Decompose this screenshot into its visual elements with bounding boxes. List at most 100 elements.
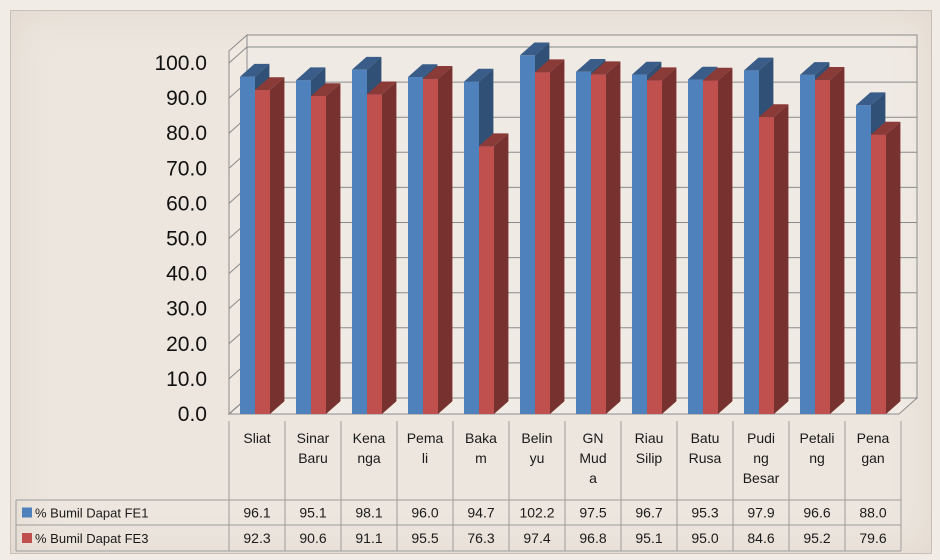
legend-label: % Bumil Dapat FE3 bbox=[35, 531, 148, 546]
bar-top bbox=[871, 121, 901, 135]
bar-top bbox=[688, 66, 718, 80]
bar-front bbox=[423, 78, 438, 415]
bar-top bbox=[856, 92, 886, 106]
bar-fe3 bbox=[311, 83, 341, 414]
bar-front bbox=[240, 76, 255, 415]
bar-side bbox=[326, 83, 341, 414]
data-cell: 102.2 bbox=[519, 505, 554, 521]
bar-top bbox=[800, 62, 830, 75]
bar-front bbox=[535, 72, 550, 414]
data-cell: 92.3 bbox=[243, 530, 270, 546]
category-label: Kena nga bbox=[353, 430, 386, 466]
category-label: Pena gan bbox=[857, 430, 890, 466]
data-table: Sliat Sinar Baru Kena nga Pema li Baka m Belin yu G… bbox=[15, 421, 902, 552]
bar-front bbox=[311, 95, 326, 414]
bar-top bbox=[632, 61, 662, 75]
bar-top bbox=[759, 104, 789, 118]
data-cell: 96.7 bbox=[635, 505, 662, 521]
data-cell: 96.1 bbox=[243, 505, 270, 521]
y-tick-label: 30.0 bbox=[166, 298, 207, 321]
bar-top bbox=[367, 81, 397, 95]
legend-label: % Bumil Dapat FE1 bbox=[35, 506, 148, 521]
legend-swatch bbox=[22, 533, 32, 543]
bar-front bbox=[576, 71, 591, 415]
bar-front bbox=[479, 146, 494, 414]
chart-frame: 0.0 10.0 20.0 30.0 40.0 50.0 60.0 70.0 80.0 90.0 1… bbox=[10, 10, 932, 554]
bar-front bbox=[647, 80, 662, 414]
y-tick-label: 70.0 bbox=[166, 157, 207, 180]
y-tick-label: 40.0 bbox=[166, 263, 207, 286]
legend-swatch bbox=[22, 507, 32, 518]
bar-top bbox=[520, 42, 550, 56]
bar-side bbox=[886, 121, 901, 414]
bar-side bbox=[438, 65, 453, 414]
bar-side bbox=[270, 77, 285, 415]
bar-top bbox=[408, 64, 438, 78]
y-tick-label: 50.0 bbox=[166, 228, 207, 251]
bar-front bbox=[520, 55, 535, 414]
data-cell: 96.0 bbox=[411, 505, 438, 521]
y-tick-label: 0.0 bbox=[178, 403, 207, 426]
data-cell: 98.1 bbox=[355, 505, 382, 521]
data-cell: 91.1 bbox=[355, 530, 382, 546]
bars bbox=[240, 42, 901, 415]
bar-front bbox=[464, 81, 479, 414]
data-cell: 95.1 bbox=[635, 530, 662, 546]
data-cell: 84.6 bbox=[747, 530, 774, 546]
bar-top bbox=[744, 57, 774, 71]
bar-fe3 bbox=[759, 104, 789, 414]
bar-front bbox=[255, 90, 270, 414]
bar-side bbox=[494, 133, 509, 414]
bar-front bbox=[688, 79, 703, 414]
data-cell: 79.6 bbox=[859, 530, 886, 546]
bar-front bbox=[800, 74, 815, 415]
bar-top bbox=[591, 61, 621, 75]
category-label: Belin yu bbox=[521, 430, 552, 466]
bar-top bbox=[535, 59, 565, 73]
data-cell: 90.6 bbox=[299, 530, 326, 546]
category-label: Pema li bbox=[407, 430, 444, 466]
data-cell: 96.6 bbox=[803, 505, 830, 521]
bar-front bbox=[871, 134, 886, 414]
bar-top bbox=[311, 83, 341, 96]
bar-fe3 bbox=[815, 67, 845, 415]
category-label: Pudi ng Besar bbox=[743, 430, 780, 486]
category-label: Riau Silip bbox=[635, 430, 664, 466]
data-cell: 95.1 bbox=[299, 505, 326, 521]
bar-fe3 bbox=[367, 81, 397, 415]
bar-top bbox=[576, 58, 606, 72]
gridline bbox=[228, 46, 917, 64]
data-cell: 97.4 bbox=[523, 530, 550, 546]
data-cell: 96.8 bbox=[579, 530, 606, 546]
y-tick-label: 80.0 bbox=[166, 122, 207, 145]
bar-fe3 bbox=[703, 67, 733, 415]
bar-top bbox=[352, 56, 382, 70]
bar-front bbox=[367, 94, 382, 414]
bar-front bbox=[759, 117, 774, 414]
category-label: Sinar Baru bbox=[297, 430, 330, 466]
bar-front bbox=[703, 80, 718, 415]
bar-fe3 bbox=[871, 121, 901, 414]
bar-top bbox=[703, 67, 733, 81]
bar-front bbox=[408, 77, 423, 414]
y-tick-label: 20.0 bbox=[166, 333, 207, 356]
bar-fe3 bbox=[535, 59, 565, 415]
bar-front bbox=[632, 74, 647, 414]
bar-top bbox=[296, 67, 326, 81]
category-label: Petali ng bbox=[799, 430, 834, 466]
bar-front bbox=[352, 69, 367, 414]
y-tick-label: 10.0 bbox=[166, 368, 207, 391]
bar-side bbox=[718, 67, 733, 414]
category-label: Baka m bbox=[465, 430, 497, 466]
data-cell: 95.3 bbox=[691, 505, 718, 521]
category-label: Batu Rusa bbox=[689, 430, 722, 466]
bar-front bbox=[744, 70, 759, 414]
bar-top bbox=[647, 67, 677, 81]
category-label: GN Mud a bbox=[579, 430, 606, 486]
data-cell: 95.2 bbox=[803, 530, 830, 546]
data-cell: 88.0 bbox=[859, 505, 886, 521]
y-axis: 0.0 10.0 20.0 30.0 40.0 50.0 60.0 70.0 80.0 90.0 1… bbox=[154, 52, 207, 426]
bar-side bbox=[774, 104, 789, 414]
bar-fe3 bbox=[591, 61, 621, 414]
bar-fe3 bbox=[423, 65, 453, 415]
